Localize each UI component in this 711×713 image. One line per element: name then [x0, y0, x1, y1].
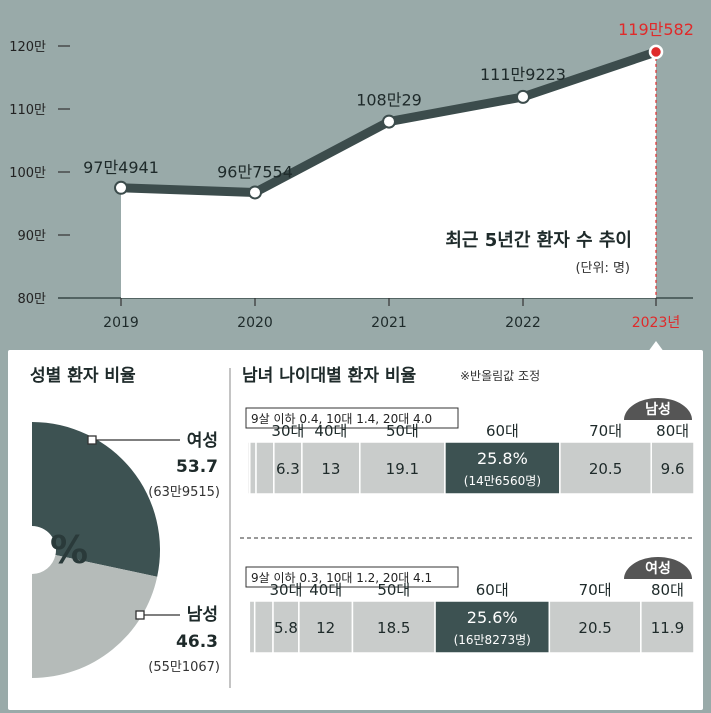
slice-male [32, 555, 158, 678]
age-value-label: 11.9 [651, 619, 684, 637]
x-tick-label: 2023년 [632, 315, 681, 331]
point-value-label: 97만4941 [83, 158, 159, 177]
pie-center-label: % [50, 528, 88, 572]
male-marker [135, 610, 145, 620]
age-segment [351, 600, 436, 654]
area-fill [121, 51, 656, 298]
y-tick-label: 90만 [17, 229, 46, 244]
breakdown-svg: 성별 환자 비율 % 여성 53.7 (63만9515) 남성 46.3 (55… [30, 366, 695, 688]
age-segment [640, 600, 695, 654]
age-category-label: 50대 [377, 581, 410, 599]
female-count: (63만9515) [148, 485, 220, 500]
age-value-label: 13 [321, 460, 340, 478]
point-value-label: 108만29 [356, 91, 422, 110]
rounding-note: ※반올림값 조정 [460, 369, 540, 383]
age-category-label: 80대 [656, 422, 689, 440]
x-tick-label: 2020 [237, 315, 273, 331]
callout-pointer [649, 341, 663, 350]
age-segment [359, 441, 446, 495]
age-value-label: 20.5 [578, 619, 611, 637]
age-value-label: 12 [316, 619, 335, 637]
age-category-label: 70대 [589, 422, 622, 440]
male-label: 남성 [187, 605, 218, 625]
data-point [382, 114, 396, 129]
age-segment [444, 441, 561, 495]
y-tick-label: 80만 [17, 292, 46, 307]
male-count: (55만1067) [148, 660, 220, 675]
data-point [648, 44, 664, 60]
small-age-segment [255, 441, 275, 495]
y-axis: 80만 90만 100만 110만 120만 [9, 40, 70, 307]
age-value-label: 25.6% [467, 608, 518, 627]
y-tick-label: 120만 [9, 40, 46, 55]
point-value-label: 119만582 [618, 20, 694, 39]
data-point [248, 185, 262, 200]
group-badge [624, 557, 692, 579]
age-category-label: 60대 [476, 581, 509, 599]
age-segment [301, 441, 361, 495]
age-segment [650, 441, 695, 495]
age-category-label: 70대 [579, 581, 612, 599]
age-category-label: 60대 [486, 422, 519, 440]
x-tick-label: 2022 [505, 315, 541, 331]
small-age-segment [249, 441, 257, 495]
age-segment [548, 600, 642, 654]
age-segment [559, 441, 652, 495]
age-value-label: 5.8 [274, 619, 298, 637]
y-tick-label: 100만 [9, 166, 46, 181]
small-age-note: 9살 이하 0.3, 10대 1.2, 20대 4.1 [251, 571, 432, 585]
age-value-label: 19.1 [386, 460, 419, 478]
small-age-note-box [245, 566, 459, 588]
chart-unit: (단위: 명) [575, 261, 630, 276]
age-category-label: 50대 [386, 422, 419, 440]
age-category-label: 30대 [270, 581, 303, 599]
highlight-count-label: (14만6560명) [464, 474, 541, 488]
gender-chart-title: 성별 환자 비율 [30, 366, 136, 386]
female-age-group: 9살 이하 0.3, 10대 1.2, 20대 4.1 여성 30대 5.8 40대 12… [245, 557, 695, 654]
small-age-segment [248, 600, 256, 654]
chart-title: 최근 5년간 환자 수 추이 [445, 229, 632, 251]
age-value-label: 9.6 [661, 460, 685, 478]
female-label: 여성 [187, 431, 218, 451]
female-marker [87, 435, 97, 445]
age-segment [273, 441, 303, 495]
point-value-label: 111만9223 [480, 65, 566, 84]
age-value-label: 18.5 [377, 619, 410, 637]
highlight-count-label: (16만8273명) [454, 633, 531, 647]
age-chart-title: 남녀 나이대별 환자 비율 [242, 366, 417, 386]
small-age-note: 9살 이하 0.4, 10대 1.4, 20대 4.0 [251, 412, 432, 426]
male-percent: 46.3 [176, 632, 218, 652]
age-segment [434, 600, 551, 654]
small-age-note-box [245, 407, 459, 429]
age-segment [298, 600, 354, 654]
point-value-label: 96만7554 [217, 162, 293, 181]
breakdown-panel: 성별 환자 비율 % 여성 53.7 (63만9515) 남성 46.3 (55… [8, 350, 703, 710]
age-value-label: 6.3 [276, 460, 300, 478]
small-age-segment [253, 600, 274, 654]
group-badge-label: 남성 [645, 401, 671, 418]
group-badge-label: 여성 [645, 560, 671, 577]
y-tick-label: 110만 [9, 103, 46, 118]
slice-female [32, 422, 161, 577]
male-age-group: 9살 이하 0.4, 10대 1.4, 20대 4.0 남성 30대 6.3 40대 13… [245, 398, 695, 495]
age-value-label: 25.8% [477, 449, 528, 468]
age-category-label: 40대 [309, 581, 342, 599]
x-tick-label: 2019 [103, 315, 139, 331]
age-category-label: 80대 [651, 581, 684, 599]
data-point [516, 89, 530, 104]
age-category-label: 40대 [314, 422, 347, 440]
data-point [114, 180, 128, 195]
x-tick-label: 2021 [371, 315, 407, 331]
line-chart: 80만 90만 100만 110만 120만 97만4941 96만7554 108만29 1… [9, 20, 694, 350]
age-value-label: 20.5 [589, 460, 622, 478]
group-badge [624, 398, 692, 420]
age-category-label: 30대 [271, 422, 304, 440]
female-percent: 53.7 [176, 457, 218, 477]
